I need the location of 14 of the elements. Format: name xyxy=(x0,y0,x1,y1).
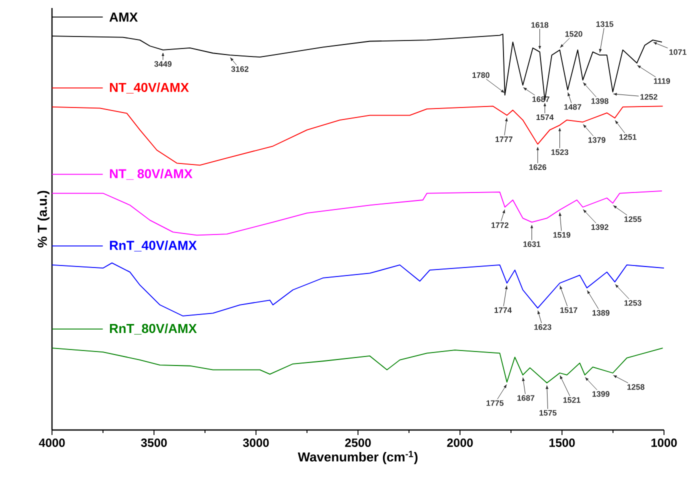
x-tick-label: 2000 xyxy=(447,438,473,447)
legend-label: NT_40V/AMX xyxy=(110,82,189,94)
x-axis-title: Wavenumber (cm$^{-1}$) xyxy=(298,450,418,464)
x-tick-label: 1000 xyxy=(651,438,677,447)
x-tick-label: 2500 xyxy=(345,438,371,447)
legend-label: RnT_40V/AMX xyxy=(110,240,197,252)
legend-label: RnT_80V/AMX xyxy=(110,324,197,335)
x-tick-label: 3000 xyxy=(242,438,269,447)
x-tick-label: 3500 xyxy=(140,438,167,447)
y-axis-title: % T (a.u.) xyxy=(37,190,50,248)
x-tick-label: 4000 xyxy=(38,438,65,447)
x-tick-label: 1500 xyxy=(549,438,575,447)
legend-label: AMX xyxy=(109,12,138,22)
legend-label: NT_ 80V/AMX xyxy=(110,168,192,180)
